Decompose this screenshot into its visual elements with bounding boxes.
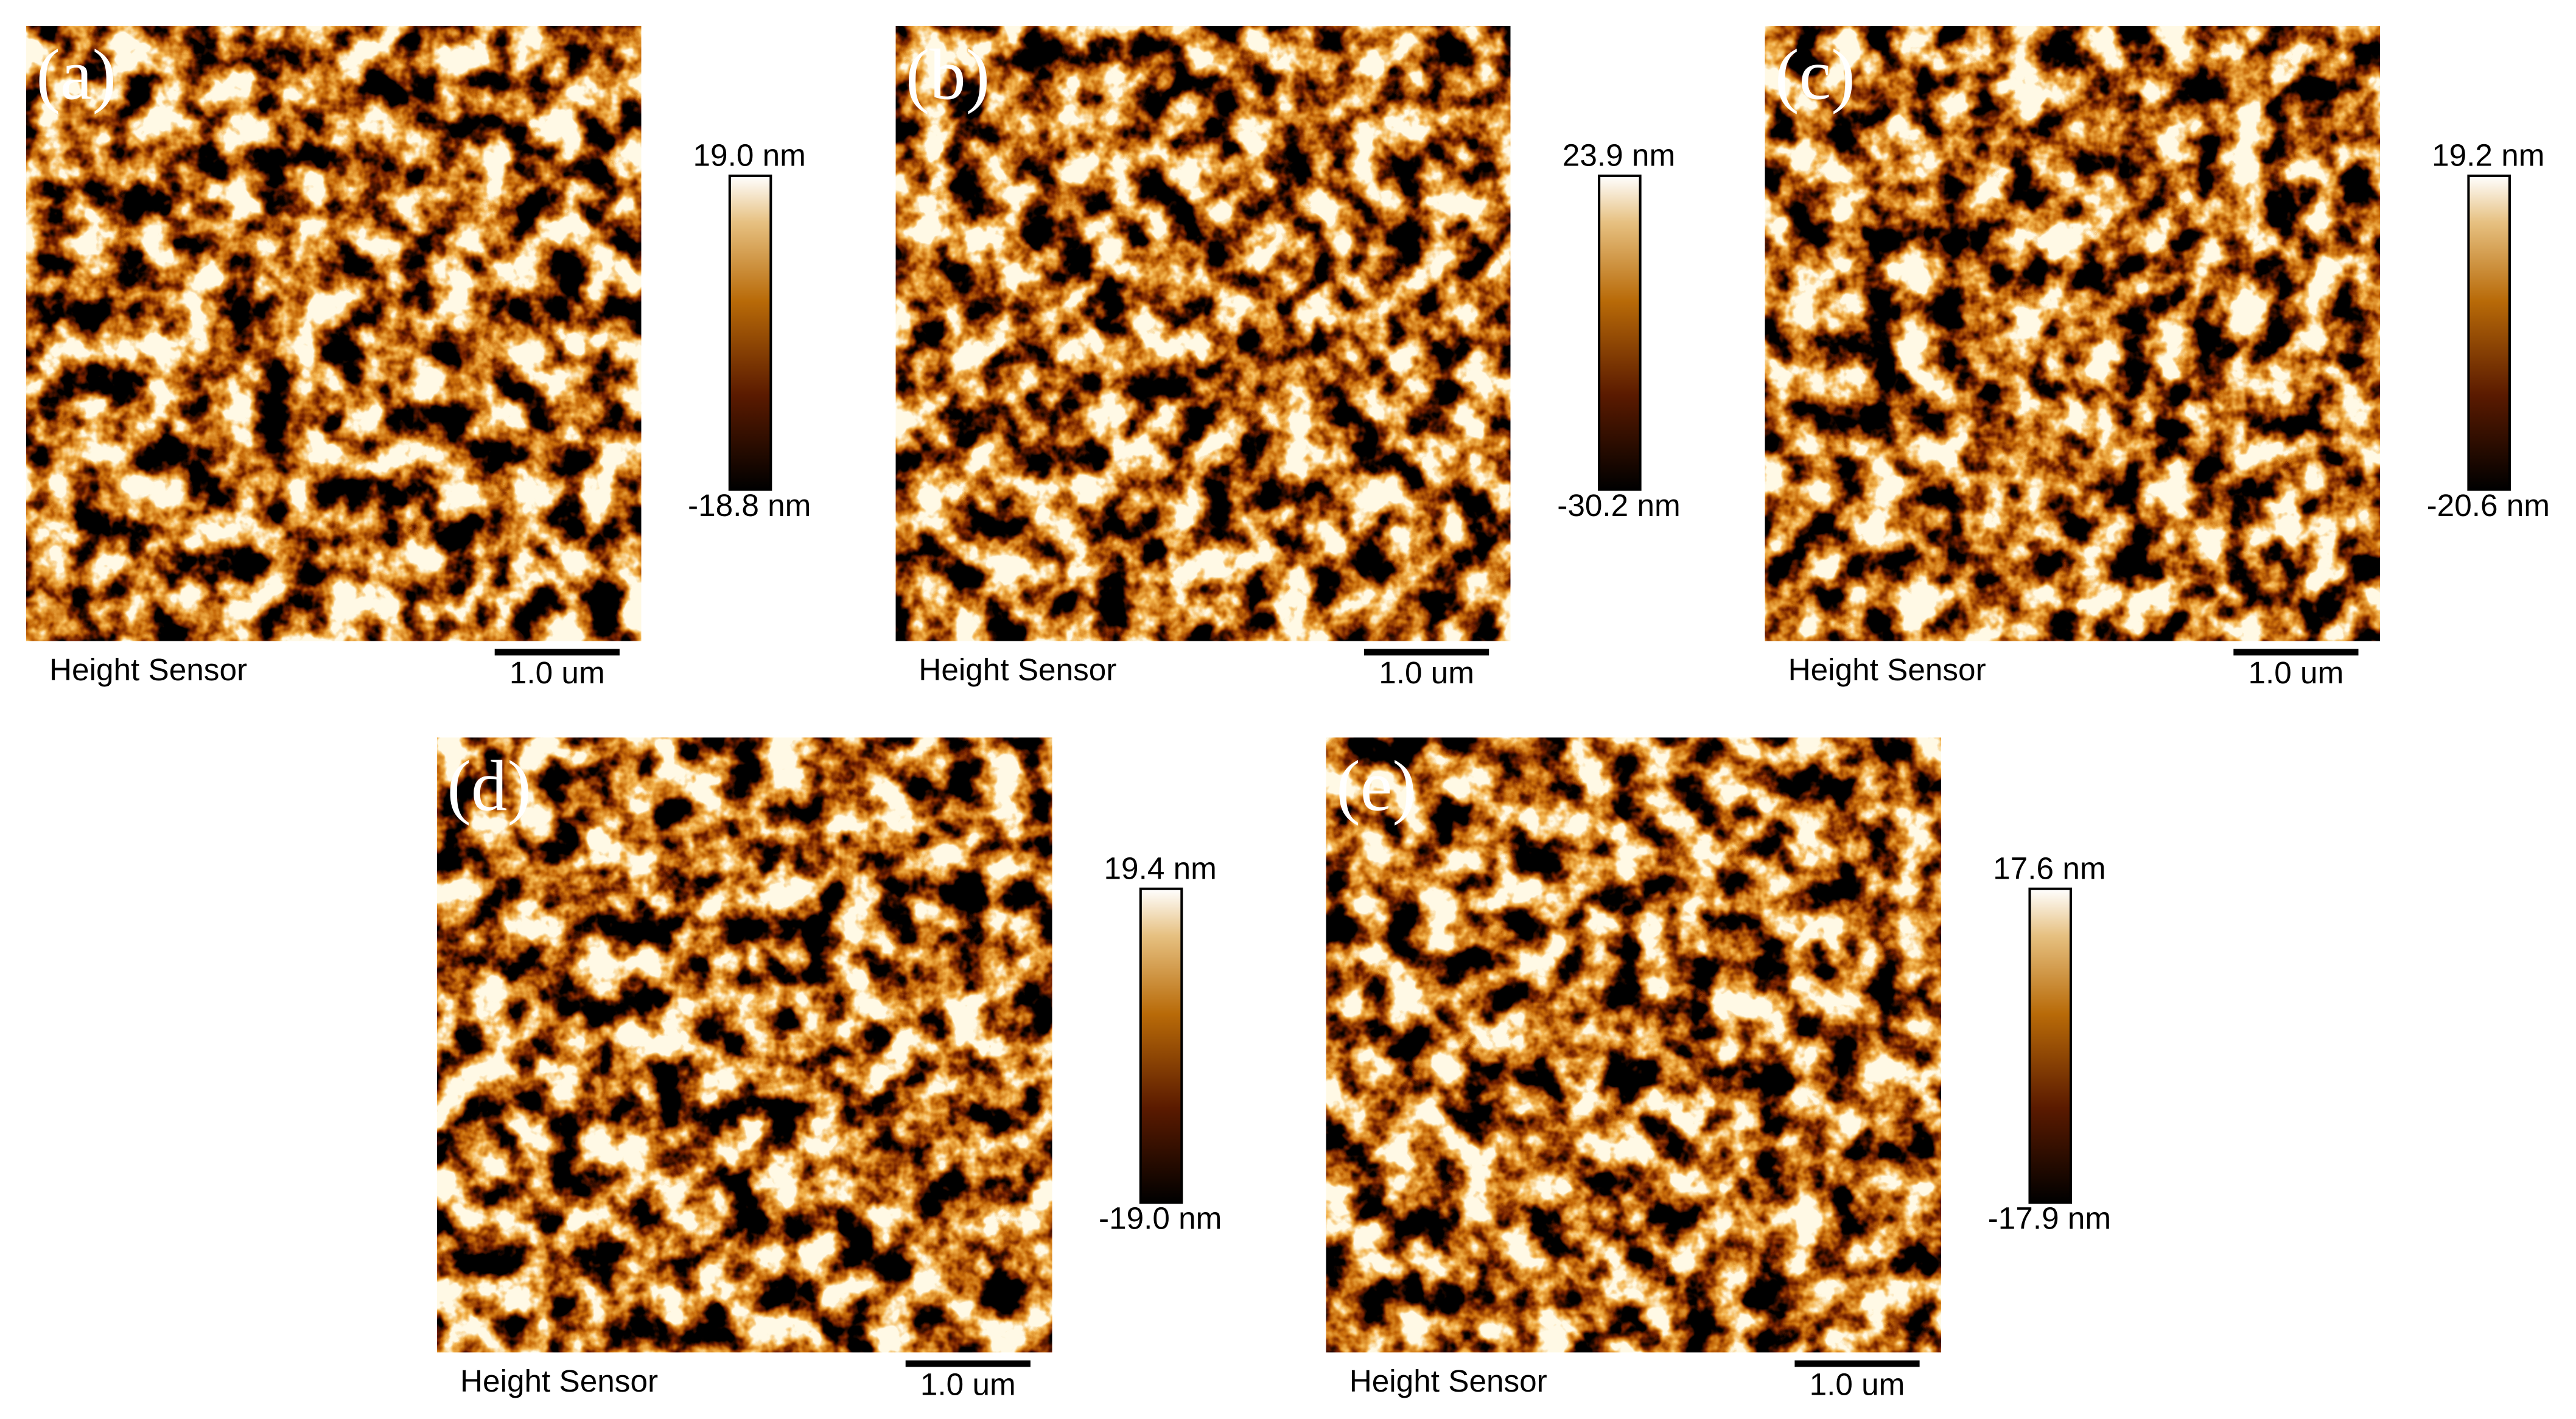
color-max: 19.4 nm [1104,851,1217,886]
sensor-label: Height Sensor [919,652,1116,687]
color-min: -19.0 nm [1099,1201,1222,1236]
sensor-label: Height Sensor [1349,1364,1547,1398]
color-max: 17.6 nm [1993,851,2105,886]
color-max: 19.2 nm [2432,138,2544,173]
afm-image [1326,737,1941,1353]
color-max: 19.0 nm [693,138,806,173]
color-min: -18.8 nm [688,488,811,523]
panel-label: (b) [906,34,990,114]
color-bar [2467,174,2511,491]
afm-image [437,737,1052,1353]
color-min: -30.2 nm [1557,488,1680,523]
sensor-label: Height Sensor [460,1364,658,1398]
color-max: 23.9 nm [1563,138,1675,173]
panel-label: (d) [447,745,531,826]
afm-image [1765,26,2380,641]
color-bar [1139,887,1183,1204]
color-bar [2028,887,2073,1204]
scale-label: 1.0 um [2249,655,2344,690]
scale-label: 1.0 um [1810,1367,1905,1401]
color-min: -20.6 nm [2427,488,2550,523]
sensor-label: Height Sensor [1788,652,1986,687]
afm-image [26,26,642,641]
scale-label: 1.0 um [920,1367,1016,1401]
afm-image [895,26,1511,641]
panel-label: (e) [1336,745,1416,826]
scale-label: 1.0 um [509,655,605,690]
color-bar [728,174,772,491]
color-bar [1598,174,1642,491]
panel-label: (a) [36,34,116,114]
scale-label: 1.0 um [1379,655,1474,690]
panel-label: (c) [1775,34,1855,114]
sensor-label: Height Sensor [49,652,247,687]
color-min: -17.9 nm [1988,1201,2111,1236]
